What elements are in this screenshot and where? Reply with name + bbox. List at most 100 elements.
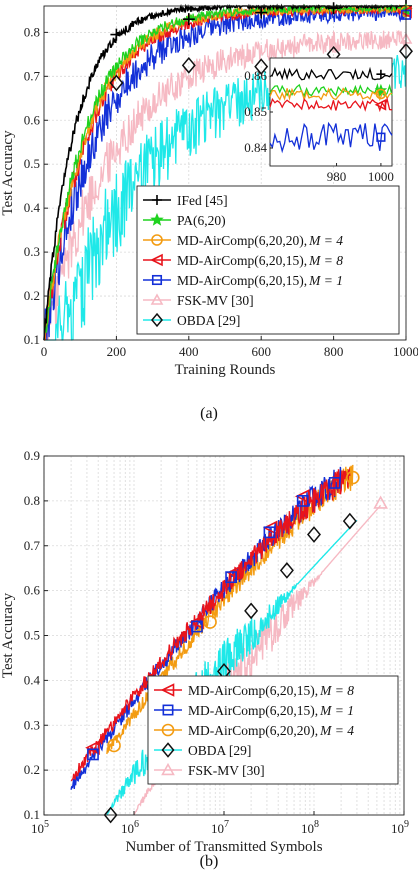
legend-mlabel-b: M = 1 — [319, 703, 354, 718]
legend-marker-a — [150, 293, 164, 305]
ytick-label-b: 0.3 — [24, 717, 40, 732]
ytick-label-a: 0.4 — [24, 200, 41, 215]
inset-marker — [376, 132, 386, 142]
chart-b: 105 106 107 108 1090.10.20.30.40.50.60.70.80… — [0, 448, 409, 870]
ytick-label-a: 0.3 — [24, 244, 40, 259]
y-axis-label-a: Test Accuracy — [0, 130, 16, 216]
legend-b — [147, 675, 399, 785]
legend-label-a: MD-AirComp(6,20,15), M = 8 — [177, 253, 343, 268]
x-axis-label-a: Training Rounds — [175, 362, 276, 378]
marker-a — [181, 56, 196, 74]
legend-label-b: MD-AirComp(6,20,20), M = 4 — [188, 723, 354, 738]
legend-a — [136, 185, 400, 335]
marker-b — [226, 565, 242, 580]
marker-b — [87, 748, 99, 761]
inset-marker — [374, 99, 387, 111]
ytick-label-b: 0.9 — [24, 448, 40, 463]
legend-marker-a — [152, 195, 162, 205]
legend-label-b: MD-AirComp(6,20,15), M = 1 — [188, 703, 354, 718]
y-axis-label-b: Test Accuracy — [0, 592, 16, 678]
legend-mlabel-a: M = 1 — [308, 273, 343, 288]
ytick-label-b: 0.2 — [24, 762, 40, 777]
xtick-label-b: 106 — [121, 819, 139, 836]
inset-curve — [269, 87, 393, 103]
legend-marker-b — [161, 762, 175, 776]
inset-ytick-label: 0.85 — [244, 104, 267, 119]
marker-b — [296, 494, 309, 507]
xtick-label-b: 109 — [391, 819, 409, 836]
marker-a — [327, 2, 340, 15]
curve-a — [43, 4, 407, 341]
marker-a — [110, 28, 123, 41]
xtick-exp-b: 8 — [314, 819, 319, 830]
legend-marker-b — [161, 723, 175, 737]
caption-b: (b) — [200, 853, 219, 870]
ytick-label-b: 0.7 — [24, 538, 41, 553]
marker-b — [262, 520, 278, 536]
curve-a — [43, 29, 407, 341]
xtick-label-a: 400 — [179, 344, 199, 359]
legend-label-a: MD-AirComp(6,20,15), M = 1 — [177, 273, 343, 288]
inset-marker — [376, 69, 386, 79]
xtick-label-b: 108 — [301, 819, 319, 836]
ytick-label-a: 0.8 — [24, 24, 40, 39]
legend-label-a: OBDA [29] — [177, 313, 240, 328]
legend-label-b: FSK-MV [30] — [188, 763, 265, 778]
legend-label-b: MD-AirComp(6,20,15), M = 8 — [188, 683, 354, 698]
marker-a — [182, 13, 195, 26]
marker-a — [109, 74, 124, 92]
xtick-exp-b: 5 — [44, 819, 49, 830]
curve-a — [43, 3, 407, 341]
legend-marker-b — [160, 683, 175, 697]
legend-label-a: FSK-MV [30] — [177, 293, 254, 308]
ytick-label-b: 0.5 — [24, 628, 40, 643]
marker-b — [225, 571, 238, 584]
marker-b — [342, 512, 357, 530]
marker-b — [307, 526, 321, 543]
ytick-label-a: 0.5 — [24, 156, 40, 171]
legend-label-a: MD-AirComp(6,20,20), M = 4 — [177, 233, 343, 248]
xtick-label-a: 0 — [41, 344, 48, 359]
marker-b — [279, 562, 294, 579]
caption-a: (a) — [200, 405, 218, 422]
xtick-exp-b: 9 — [404, 819, 409, 830]
xtick-label-a: 1000 — [393, 344, 418, 359]
legend-marker-b — [161, 742, 175, 758]
legend-mlabel-b: M = 4 — [319, 723, 354, 738]
legend-mlabel-a: M = 4 — [308, 233, 343, 248]
marker-a — [255, 6, 268, 19]
xtick-exp-b: 7 — [224, 819, 229, 830]
marker-b — [85, 740, 100, 755]
legend-mlabel-a: M = 8 — [308, 253, 343, 268]
ytick-label-a: 0.1 — [24, 332, 40, 347]
xtick-exp-b: 6 — [134, 819, 139, 830]
ytick-label-a: 0.2 — [24, 288, 40, 303]
legend-marker-a — [150, 253, 163, 267]
curve-b — [70, 467, 351, 782]
marker-b — [244, 602, 259, 620]
x-axis-label-b: Number of Transmitted Symbols — [125, 839, 322, 855]
legend-label-a: IFed [45] — [177, 193, 228, 208]
ytick-label-b: 0.8 — [24, 493, 40, 508]
legend-label-a: PA(6,20) — [177, 213, 226, 228]
inset-curve — [269, 66, 393, 81]
xtick-label-a: 600 — [251, 344, 271, 359]
legend-label-b: OBDA [29] — [188, 743, 251, 758]
inset-marker — [375, 88, 387, 100]
legend-marker-a — [151, 312, 163, 328]
inset-ytick-label: 0.86 — [244, 68, 267, 83]
xtick-label-b: 107 — [211, 819, 229, 836]
axes-box-a — [43, 5, 407, 341]
marker-b — [263, 526, 276, 539]
ytick-label-a: 0.6 — [24, 112, 41, 127]
marker-b — [203, 615, 217, 629]
marker-b — [107, 738, 121, 753]
marker-b — [189, 614, 204, 630]
marker-b — [328, 477, 341, 489]
ytick-label-b: 0.1 — [24, 807, 40, 822]
inset-xtick-label: 980 — [327, 169, 347, 184]
ytick-label-b: 0.6 — [24, 583, 41, 598]
ytick-label-a: 0.7 — [24, 68, 41, 83]
legend-marker-a — [151, 234, 163, 246]
